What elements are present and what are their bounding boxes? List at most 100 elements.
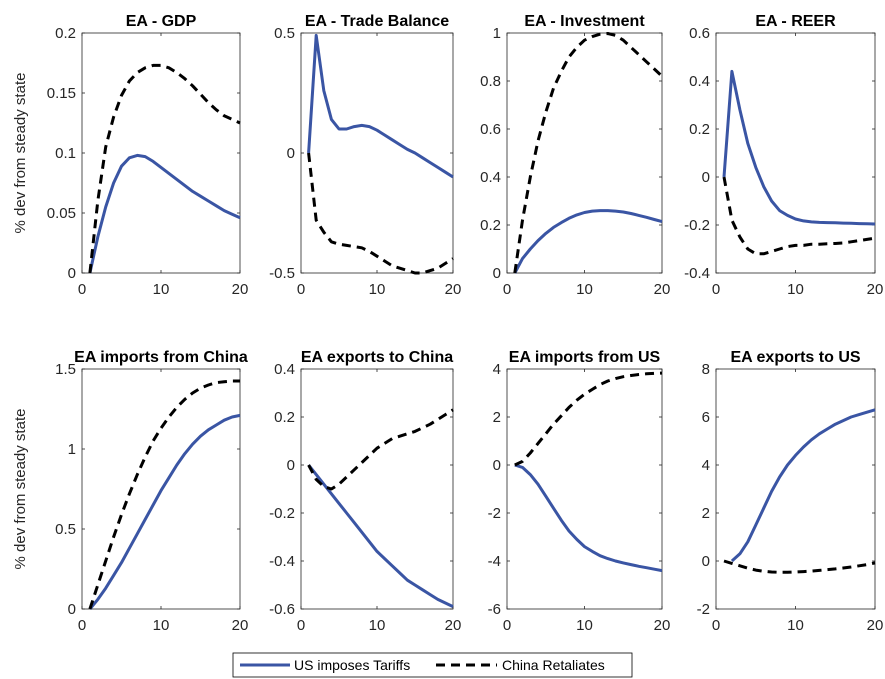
x-tick-label: 0 [297,281,305,298]
series-line-us-tariffs [514,463,663,573]
y-tick-label: -2 [697,601,710,618]
axes-box [300,368,454,610]
y-tick-label: -0.6 [269,601,295,618]
y-tick-label: 0.15 [47,85,76,102]
y-tick-label: 0.05 [47,205,76,222]
x-tick-label: 10 [153,281,170,298]
y-tick-label: 0.8 [480,73,501,90]
series-line-us-tariffs [307,33,454,179]
axes-box [506,32,663,274]
y-tick-label: 0.2 [689,121,710,138]
series-line-us-tariffs [730,408,876,563]
panel-7: EA imports from US 0 10 20 -6 -4 -2 0 2 4 [488,349,671,634]
legend: US imposes Tariffs China Retaliates [232,652,633,678]
legend-label-us-tariffs: US imposes Tariffs [294,657,410,673]
x-tick-label: 20 [654,281,671,298]
x-tick-label: 0 [297,617,305,634]
y-tick-label: 2 [493,409,501,426]
legend-box [232,652,633,678]
panel-title: EA imports from China [74,349,248,366]
y-tick-label: -0.5 [269,265,295,282]
x-tick-label: 0 [712,617,720,634]
panel-title: EA - GDP [126,13,197,30]
axes-box [715,368,876,610]
series-line-china-retaliates [514,371,663,467]
legend-label-china-retaliates: China Retaliates [502,657,605,673]
y-axis-label-top: % dev from steady state [12,73,29,234]
y-tick-label: 0.6 [480,121,501,138]
x-tick-label: 0 [503,617,511,634]
series-line-us-tariffs [88,413,241,610]
y-tick-label: 0 [287,457,295,474]
x-tick-label: 20 [232,281,249,298]
y-tick-label: 1 [68,441,76,458]
x-tick-label: 10 [369,617,386,634]
x-tick-label: 0 [712,281,720,298]
y-tick-label: 0.5 [274,25,295,42]
panel-title: EA - REER [755,13,836,30]
y-tick-label: 1 [493,25,501,42]
series-line-china-retaliates [513,32,664,274]
y-axis-label-bottom: % dev from steady state [12,409,29,570]
panel-4: EA - REER 0 10 20 -0.4 -0.2 0 0.2 0.4 0.6 [684,13,883,298]
x-tick-label: 20 [232,617,249,634]
x-tick-label: 20 [445,617,462,634]
series-line-china-retaliates [722,176,876,256]
series-line-us-tariffs [88,153,241,274]
x-tick-label: 20 [654,617,671,634]
panel-title: EA - Trade Balance [305,13,449,30]
y-tick-label: 8 [702,361,710,378]
y-tick-label: -2 [488,505,501,522]
y-tick-label: 4 [702,457,710,474]
x-tick-label: 10 [787,617,804,634]
x-tick-label: 20 [867,617,884,634]
series-line-us-tariffs [513,209,663,274]
x-tick-label: 10 [576,617,593,634]
panel-3: EA - Investment 0 10 20 0 0.2 0.4 0.6 0.8 1 [480,13,670,298]
y-tick-label: 0 [68,601,76,618]
axes-box [300,32,454,274]
y-tick-label: -4 [488,553,501,570]
y-tick-label: 0.2 [274,409,295,426]
x-tick-label: 10 [153,617,170,634]
series-line-china-retaliates [307,152,454,275]
panel-6: EA exports to China 0 10 20 -0.6 -0.4 -0.2 0 0.2… [269,349,461,634]
y-tick-label: 0.1 [55,145,76,162]
y-tick-label: 0 [493,265,501,282]
panel-1: EA - GDP 0 10 20 0 0.05 0.1 0.15 0.2 [47,13,249,298]
y-tick-label: 2 [702,505,710,522]
series-line-us-tariffs [307,464,454,608]
x-tick-label: 20 [445,281,462,298]
y-tick-label: -0.4 [269,553,295,570]
y-tick-label: 0 [68,265,76,282]
axes-box [506,368,663,610]
axes-box [81,32,241,274]
y-tick-label: 0 [702,169,710,186]
axes-box [715,32,876,274]
x-tick-label: 0 [78,617,86,634]
y-tick-label: 0.6 [689,25,710,42]
y-tick-label: -0.2 [684,217,710,234]
y-tick-label: 0 [287,145,295,162]
y-tick-label: 1.5 [55,361,76,378]
series-line-china-retaliates [88,379,240,610]
y-tick-label: 0.2 [55,25,76,42]
y-tick-label: 6 [702,409,710,426]
x-tick-label: 10 [369,281,386,298]
panel-title: EA exports to China [301,349,453,366]
y-tick-label: -0.2 [269,505,295,522]
series-line-china-retaliates [723,559,876,574]
y-tick-label: 0.4 [480,169,501,186]
x-tick-label: 0 [503,281,511,298]
y-tick-label: 0.4 [274,361,295,378]
y-tick-label: 0 [493,457,501,474]
x-tick-label: 20 [867,281,884,298]
x-tick-label: 10 [576,281,593,298]
panel-title: EA imports from US [509,349,661,366]
x-tick-label: 0 [78,281,86,298]
y-tick-label: 0 [702,553,710,570]
y-tick-label: 0.2 [480,217,501,234]
